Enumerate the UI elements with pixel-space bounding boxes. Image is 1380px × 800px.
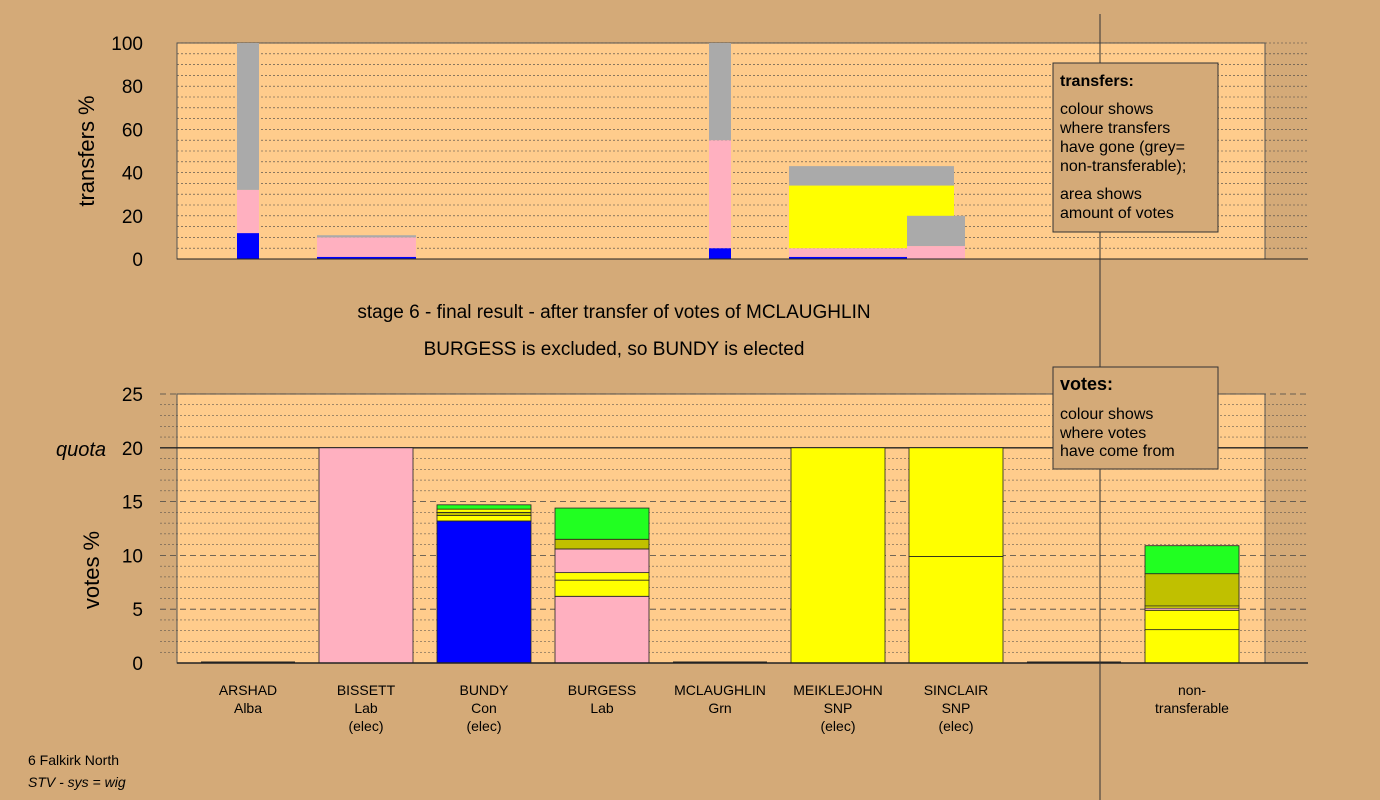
vote-bar-segment xyxy=(790,447,886,664)
candidate-label: Con xyxy=(471,700,497,716)
transfers-y-ticks: 0 20 40 60 80 100 xyxy=(111,34,143,271)
chart-subtitle: BURGESS is excluded, so BUNDY is elected xyxy=(424,339,805,360)
transfers-legend-title: transfers: xyxy=(1060,73,1134,90)
vote-bar-segment xyxy=(554,538,650,550)
candidate-label: transferable xyxy=(1155,700,1229,716)
vote-bar-segment xyxy=(436,511,532,516)
transfer-bar-segment xyxy=(237,233,259,259)
transfer-bar-segment xyxy=(317,256,416,259)
votes-legend: votes: colour shows where votes have com… xyxy=(1052,366,1219,470)
candidate-label: SINCLAIR xyxy=(924,682,989,698)
votes-legend-line: colour shows xyxy=(1060,406,1153,423)
transfers-y-tick-label: 80 xyxy=(122,77,143,98)
vote-bar-segment xyxy=(436,508,532,513)
transfer-bar-segment xyxy=(907,246,965,259)
transfers-bars xyxy=(177,43,1308,260)
transfer-bar-segment xyxy=(789,166,954,186)
transfers-y-tick-label: 40 xyxy=(122,164,143,185)
votes-y-tick-label: 0 xyxy=(132,654,143,675)
transfers-legend-line: where transfers xyxy=(1059,120,1170,137)
vote-bar-segment xyxy=(908,447,1004,557)
candidate-label: (elec) xyxy=(938,718,973,734)
vote-bar-segment xyxy=(1144,573,1240,607)
votes-legend-line: have come from xyxy=(1060,443,1175,460)
vote-bar-segment xyxy=(908,556,1004,664)
candidate-label: non- xyxy=(1178,682,1206,698)
votes-legend-box xyxy=(1052,366,1219,470)
transfers-y-tick-label: 0 xyxy=(132,250,143,271)
vote-bar-segment xyxy=(554,595,650,664)
candidate-label: BUNDY xyxy=(459,682,509,698)
transfers-legend-line: colour shows xyxy=(1060,101,1153,118)
votes-y-axis-label: votes % xyxy=(79,531,104,609)
votes-y-tick-label: 20 xyxy=(122,439,143,460)
votes-legend-title: votes: xyxy=(1060,374,1113,394)
votes-legend-line: where votes xyxy=(1059,425,1146,442)
votes-x-labels: ARSHAD Alba BISSETT Lab (elec) BUNDY Con (elec)… xyxy=(219,682,1229,734)
candidate-label: SNP xyxy=(942,700,971,716)
vote-bar-segment xyxy=(554,548,650,574)
vote-bar-segment xyxy=(436,515,532,522)
votes-y-tick-label: 10 xyxy=(122,546,143,567)
candidate-label: SNP xyxy=(824,700,853,716)
transfers-legend-line: non-transferable); xyxy=(1060,158,1186,175)
transfer-bar-segment xyxy=(237,43,259,190)
transfers-y-tick-label: 20 xyxy=(122,207,143,228)
candidate-label: MEIKLEJOHN xyxy=(793,682,882,698)
transfers-legend-line: amount of votes xyxy=(1060,205,1174,222)
candidate-label: Alba xyxy=(234,700,262,716)
candidate-label: (elec) xyxy=(820,718,855,734)
vote-bar-segment xyxy=(554,507,650,540)
system-label: STV - sys = wig xyxy=(28,774,126,790)
transfer-bar-segment xyxy=(709,248,731,259)
transfers-legend-line: have gone (grey= xyxy=(1060,139,1185,156)
votes-bars xyxy=(177,447,1308,664)
transfers-legend: transfers: colour shows where transfers … xyxy=(1052,62,1219,233)
transfer-bar-segment xyxy=(237,189,259,234)
votes-y-ticks: 0 5 10 15 20 25 xyxy=(122,385,143,675)
candidate-label: BISSETT xyxy=(337,682,396,698)
candidate-label: Lab xyxy=(354,700,378,716)
votes-y-tick-label: 25 xyxy=(122,385,143,406)
vote-bar-segment xyxy=(1144,609,1240,631)
vote-bar-segment xyxy=(554,579,650,597)
candidate-label: (elec) xyxy=(348,718,383,734)
candidate-label: Lab xyxy=(590,700,614,716)
candidate-label: BURGESS xyxy=(568,682,636,698)
votes-y-tick-label: 15 xyxy=(122,493,143,514)
transfers-y-axis-label: transfers % xyxy=(74,95,99,206)
transfer-bar-segment xyxy=(317,235,416,238)
vote-bar-segment xyxy=(1144,629,1240,664)
transfers-y-tick-label: 100 xyxy=(111,34,143,55)
transfer-bar-segment xyxy=(317,237,416,257)
votes-y-tick-label: 5 xyxy=(132,600,143,621)
transfer-bar-segment xyxy=(789,248,954,257)
vote-bar-segment xyxy=(436,504,532,510)
constituency-label: 6 Falkirk North xyxy=(28,752,119,768)
transfer-bar-segment xyxy=(709,43,731,141)
vote-bar-segment xyxy=(1144,545,1240,575)
transfers-y-tick-label: 60 xyxy=(122,120,143,141)
transfer-bar-segment xyxy=(789,256,954,259)
candidate-label: (elec) xyxy=(466,718,501,734)
transfers-legend-box xyxy=(1052,62,1219,233)
vote-bar-segment xyxy=(436,520,532,664)
vote-bar-segment xyxy=(318,447,414,664)
chart-title: stage 6 - final result - after transfer … xyxy=(357,302,870,323)
candidate-label: ARSHAD xyxy=(219,682,277,698)
transfers-legend-line: area shows xyxy=(1060,186,1142,203)
candidate-label: Grn xyxy=(708,700,731,716)
transfer-bar-segment xyxy=(709,140,731,249)
quota-label: quota xyxy=(56,439,106,461)
vote-bar-segment xyxy=(554,572,650,581)
transfer-bar-segment xyxy=(907,215,965,247)
candidate-label: MCLAUGHLIN xyxy=(674,682,766,698)
